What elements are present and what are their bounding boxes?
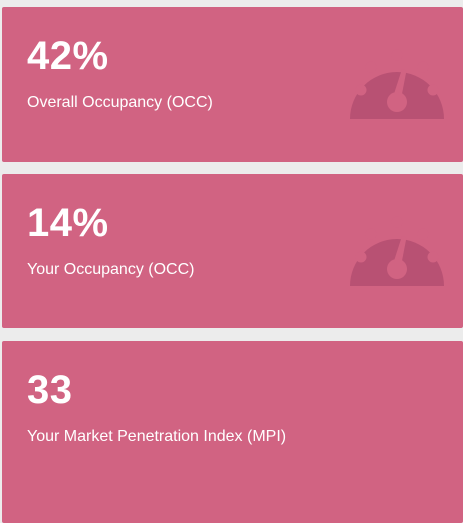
stat-card-your-occupancy: 14% Your Occupancy (OCC) bbox=[2, 174, 463, 328]
stat-value: 14% bbox=[27, 201, 109, 245]
stat-label: Overall Occupancy (OCC) bbox=[27, 94, 213, 111]
stat-card-market-penetration-index: 33 Your Market Penetration Index (MPI) bbox=[2, 341, 463, 523]
stat-value: 42% bbox=[27, 34, 109, 78]
stat-value: 33 bbox=[27, 368, 73, 412]
stat-label: Your Occupancy (OCC) bbox=[27, 261, 195, 278]
speedometer-icon bbox=[348, 39, 446, 119]
stat-label: Your Market Penetration Index (MPI) bbox=[27, 428, 287, 445]
speedometer-icon bbox=[348, 206, 446, 286]
stat-card-overall-occupancy: 42% Overall Occupancy (OCC) bbox=[2, 7, 463, 162]
